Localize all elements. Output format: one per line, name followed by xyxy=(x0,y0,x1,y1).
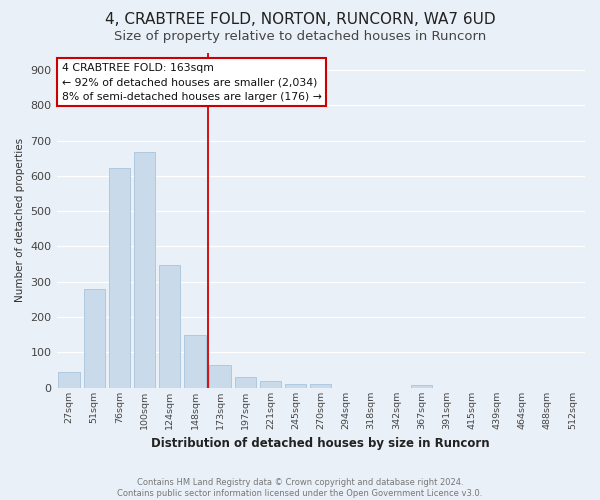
X-axis label: Distribution of detached houses by size in Runcorn: Distribution of detached houses by size … xyxy=(151,437,490,450)
Text: Contains HM Land Registry data © Crown copyright and database right 2024.
Contai: Contains HM Land Registry data © Crown c… xyxy=(118,478,482,498)
Bar xyxy=(411,386,432,388)
Bar xyxy=(310,384,331,388)
Bar xyxy=(260,381,281,388)
Text: Size of property relative to detached houses in Runcorn: Size of property relative to detached ho… xyxy=(114,30,486,43)
Bar xyxy=(134,152,155,388)
Bar xyxy=(184,334,206,388)
Bar xyxy=(109,168,130,388)
Bar xyxy=(159,265,181,388)
Y-axis label: Number of detached properties: Number of detached properties xyxy=(15,138,25,302)
Text: 4 CRABTREE FOLD: 163sqm
← 92% of detached houses are smaller (2,034)
8% of semi-: 4 CRABTREE FOLD: 163sqm ← 92% of detache… xyxy=(62,62,322,102)
Text: 4, CRABTREE FOLD, NORTON, RUNCORN, WA7 6UD: 4, CRABTREE FOLD, NORTON, RUNCORN, WA7 6… xyxy=(104,12,496,28)
Bar xyxy=(83,290,105,388)
Bar xyxy=(235,377,256,388)
Bar xyxy=(58,372,80,388)
Bar xyxy=(209,364,231,388)
Bar xyxy=(285,384,307,388)
